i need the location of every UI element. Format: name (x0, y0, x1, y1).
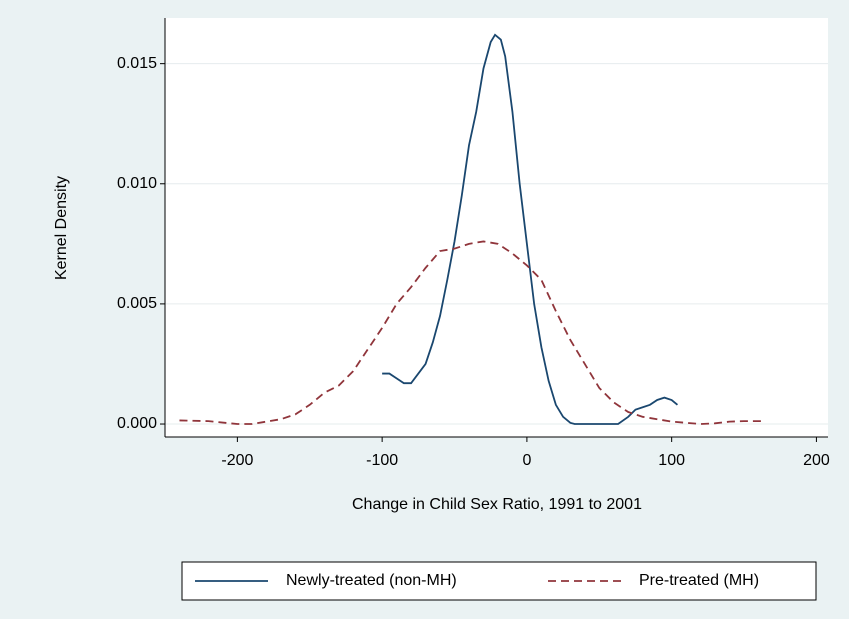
series-line (179, 240, 766, 425)
series-line (382, 33, 679, 425)
legend-box (181, 561, 817, 601)
x-tick-label: 200 (803, 452, 830, 469)
legend-label: Pre-treated (MH) (639, 572, 759, 589)
legend-label: Newly-treated (non-MH) (286, 572, 457, 589)
x-tick-label: -200 (221, 452, 253, 469)
x-tick-label: 100 (658, 452, 685, 469)
y-tick-label: 0.005 (117, 295, 157, 312)
x-axis-label: Change in Child Sex Ratio, 1991 to 2001 (352, 496, 642, 513)
y-axis-label: Kernel Density (53, 176, 70, 280)
x-tick-label: 0 (522, 452, 531, 469)
y-tick-label: 0.010 (117, 175, 157, 192)
plot-area (165, 18, 828, 437)
x-tick-label: -100 (366, 452, 398, 469)
y-tick-label: 0.015 (117, 55, 157, 72)
y-tick-label: 0.000 (117, 415, 157, 432)
